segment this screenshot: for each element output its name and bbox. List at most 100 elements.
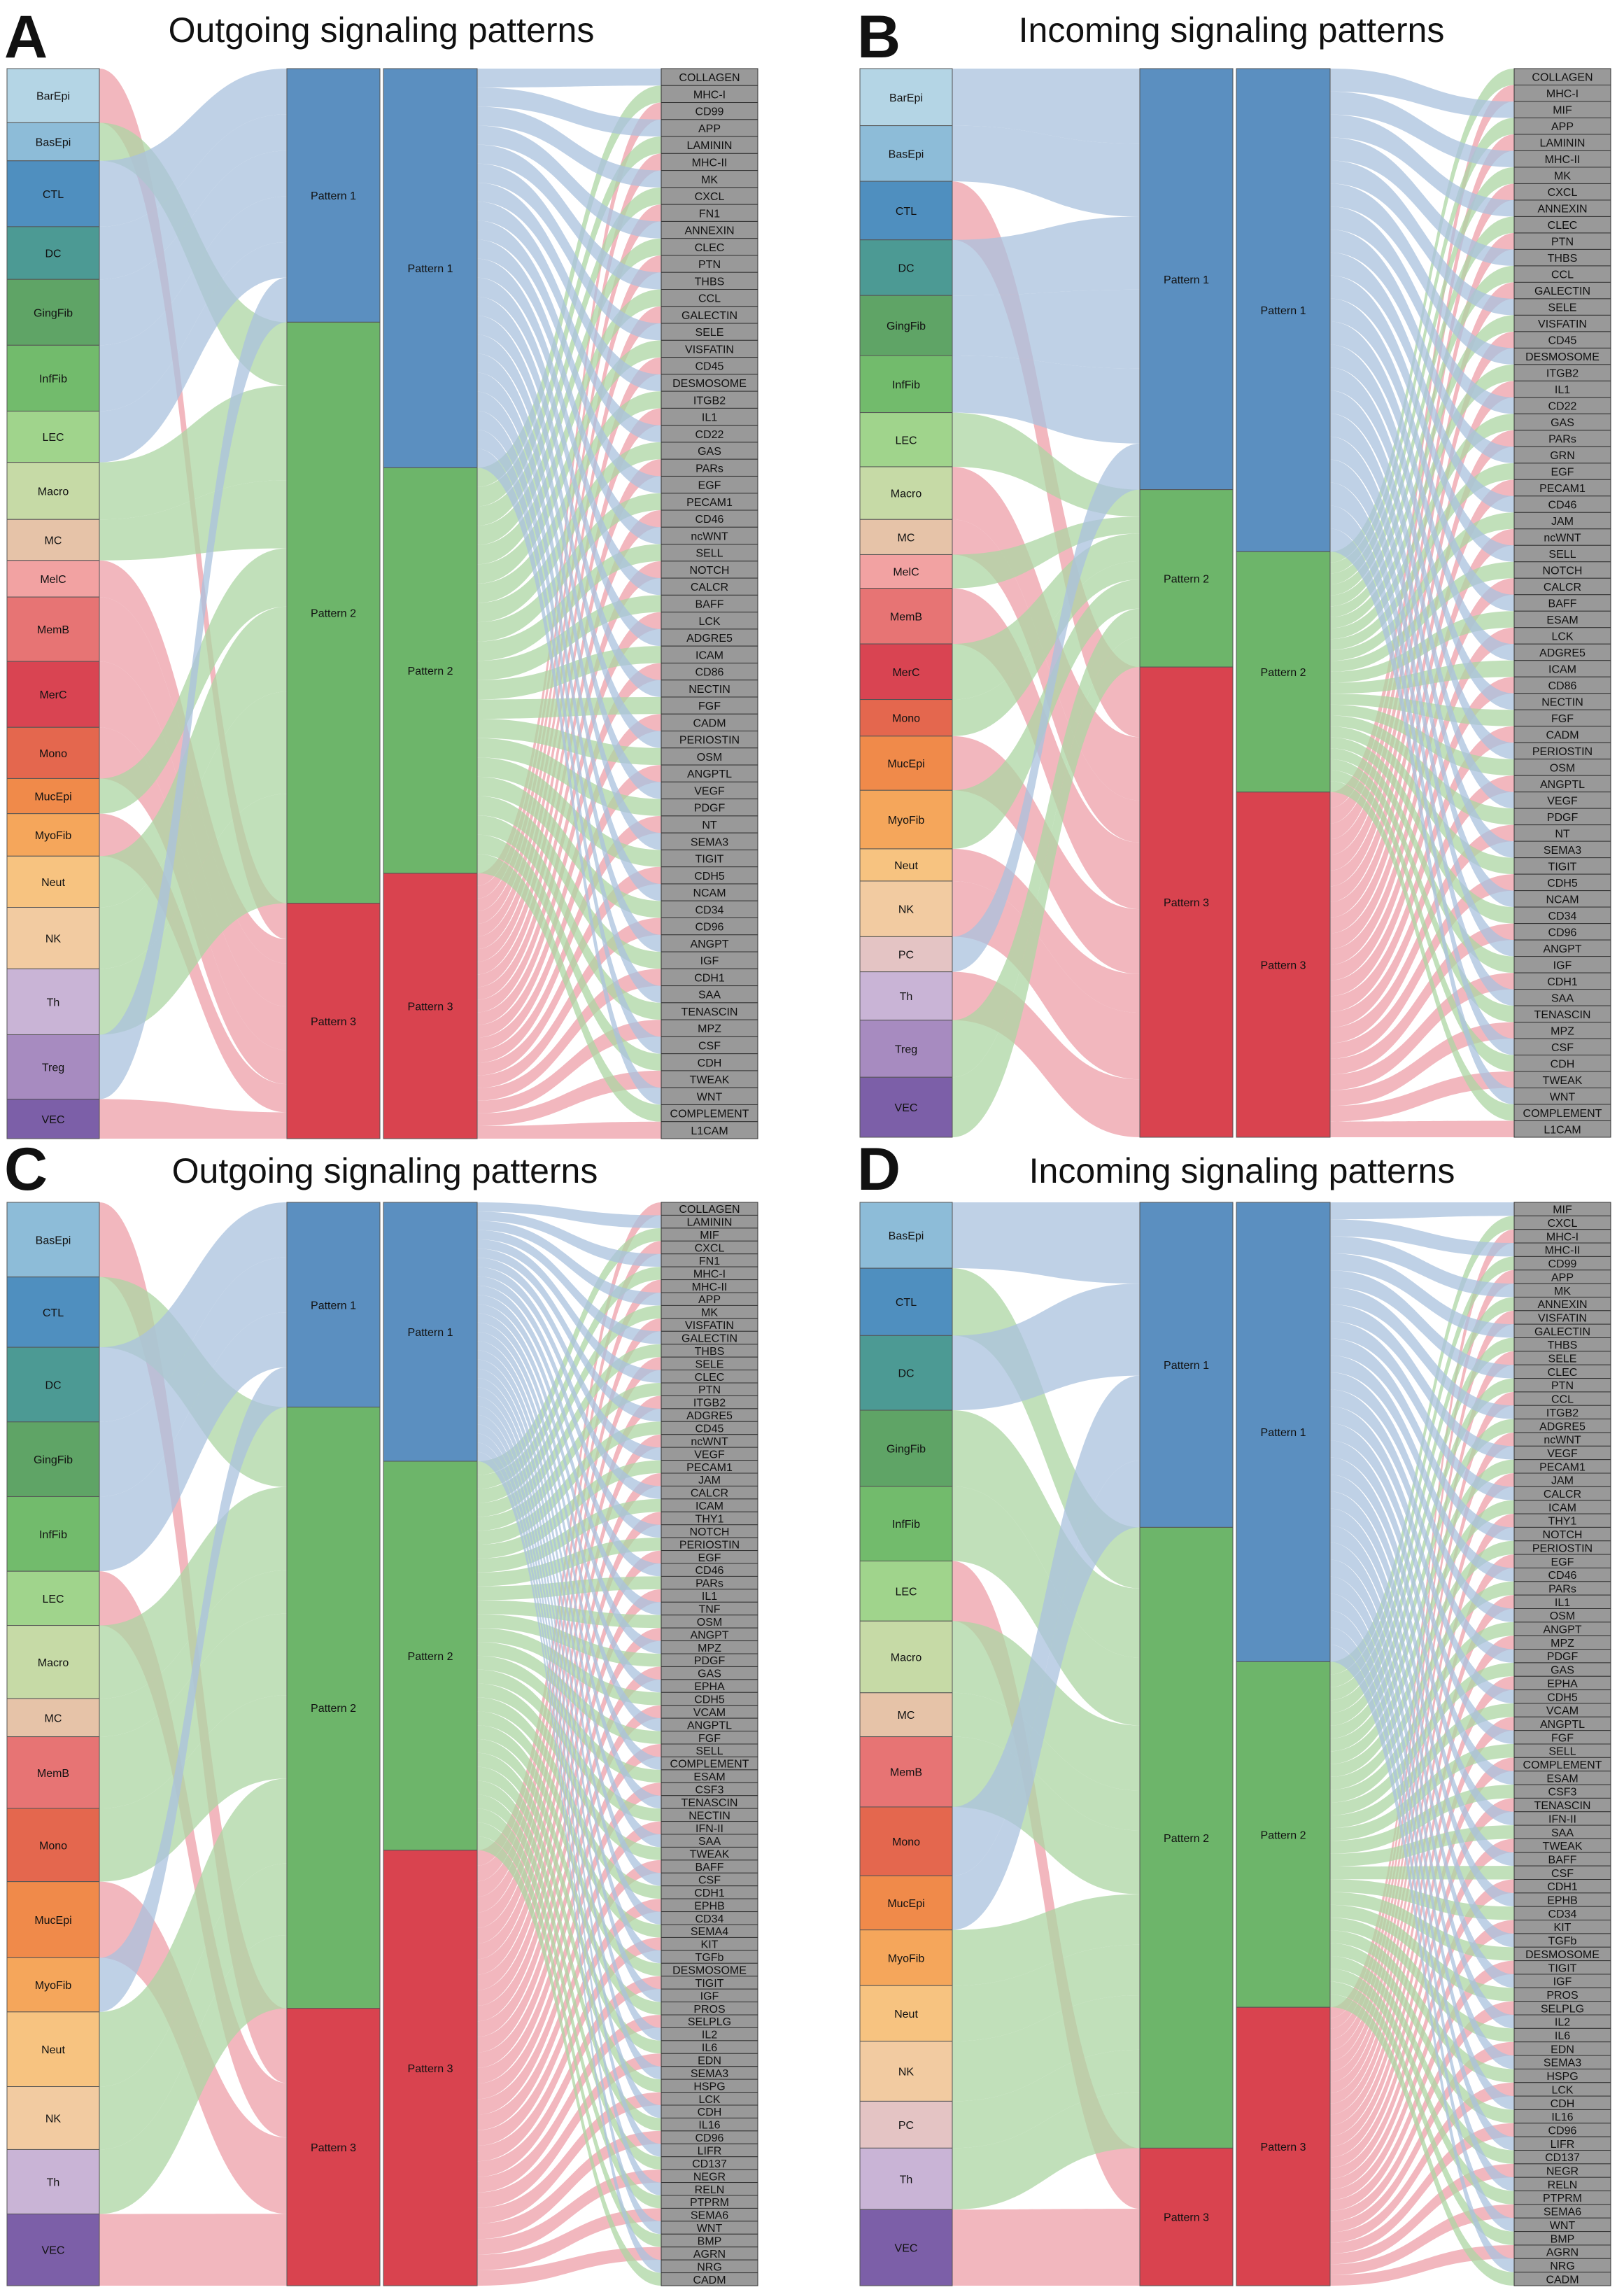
signal-box (661, 577, 758, 596)
signal-flow (1330, 1525, 1514, 1988)
cell-type-node: MC (6, 1698, 100, 1738)
signal-node: IGF (661, 951, 758, 969)
signal-label: ANGPT (690, 938, 728, 950)
signal-label: APP (1551, 1272, 1574, 1284)
signal-flow (1330, 726, 1514, 1012)
signal-flow (1330, 1622, 1514, 1803)
signal-label: CSF (1551, 1868, 1574, 1880)
signal-node: TNF (661, 1601, 758, 1616)
signal-node: BAFF (661, 1859, 758, 1873)
signal-node: CD46 (661, 1563, 758, 1577)
signal-flow (1330, 1559, 1514, 2069)
cell-type-node: LEC (859, 412, 953, 467)
signal-label: THBS (1548, 1340, 1578, 1351)
pattern-node: Pattern 1 (383, 68, 478, 468)
signal-node: LCK (1513, 627, 1611, 645)
signal-flow (477, 1683, 661, 1860)
signal-label: GALECTIN (682, 310, 737, 322)
signal-flow (477, 757, 661, 867)
cell-type-label: BasEpi (36, 1235, 71, 1246)
signal-node: L1CAM (661, 1121, 758, 1139)
cell-type-node: CTL (6, 1277, 100, 1348)
cell-flow (952, 289, 1140, 369)
signal-node: ICAM (661, 1498, 758, 1512)
signal-node: MPZ (1513, 1022, 1611, 1039)
signal-label: BAFF (696, 1862, 724, 1873)
signal-flow (477, 220, 661, 493)
cell-type-label: VEC (895, 2243, 918, 2255)
alluvial-panel-d: Pattern 1 Pattern 1 Pattern 2 Pattern 2 Patt… (859, 1202, 1611, 2286)
signal-flow (477, 125, 661, 239)
flows (952, 1202, 1514, 2286)
signal-box (661, 102, 758, 120)
signal-label: HSPG (1546, 2071, 1578, 2083)
pattern-label: Pattern 2 (408, 1651, 453, 1663)
alluvial-panel-b: Pattern 1 Pattern 1 Pattern 2 Pattern 2 Patt… (859, 68, 1611, 1138)
pattern-node: Pattern 3 (1139, 2147, 1234, 2286)
pattern-box (383, 1850, 478, 2286)
pattern-box (383, 1202, 478, 1462)
cell-type-label: CTL (43, 1307, 64, 1319)
signal-flow (1330, 391, 1514, 809)
cell-type-node: BasEpi (6, 122, 100, 162)
signal-box (1513, 2272, 1611, 2286)
signal-node: CD45 (661, 1421, 758, 1435)
signal-label: MHC-I (1546, 1231, 1579, 1243)
cell-flow (952, 1692, 1140, 1831)
cell-type-box (6, 2213, 100, 2286)
signal-node: ANGPTL (661, 764, 758, 782)
signal-flow (1330, 505, 1514, 1055)
cell-type-node: Mono (6, 1808, 100, 1883)
signal-label: GAS (698, 446, 721, 458)
signal-node: ICAM (1513, 1500, 1611, 1514)
signal-label: CXCL (1548, 187, 1578, 199)
signal-node: CSF3 (1513, 1784, 1611, 1799)
signal-flow (477, 2092, 661, 2224)
signal-label: TENASCIN (1534, 1009, 1591, 1021)
signal-node: IGF (1513, 1974, 1611, 1988)
signal-node: PTN (661, 255, 758, 273)
signal-label: SEMA6 (1544, 2207, 1581, 2219)
cell-type-node: MerC (6, 661, 100, 728)
signal-box (661, 391, 758, 409)
cell-type-label: NK (898, 904, 915, 916)
signal-label: PTN (698, 1384, 721, 1396)
cell-type-box (6, 1698, 100, 1738)
signal-label: ADGRE5 (1539, 1421, 1586, 1433)
signal-label: IL16 (1551, 2111, 1573, 2123)
cell-type-box (6, 1099, 100, 1139)
signal-flow (477, 1211, 661, 1267)
signal-label: NECTIN (689, 684, 730, 696)
cell-type-label: Neut (41, 2044, 65, 2056)
signal-flow (1330, 1389, 1514, 1663)
signal-flow (1330, 1943, 1514, 2123)
signal-label: NOTCH (1543, 565, 1583, 577)
signal-box (661, 220, 758, 239)
cell-type-node: Th (6, 2149, 100, 2214)
signal-node: EGF (1513, 463, 1611, 480)
signal-label: ITGB2 (1546, 368, 1579, 380)
signal-flow (1330, 1440, 1514, 1785)
pattern-node: Pattern 3 (286, 903, 381, 1139)
cell-type-label: Mono (892, 713, 920, 725)
signal-label: FGF (1551, 713, 1574, 725)
signal-node: GAS (661, 442, 758, 460)
signal-label: ANGPT (1543, 943, 1581, 955)
signal-node: FGF (661, 696, 758, 715)
pattern-box (1139, 666, 1234, 1138)
signal-node: GAS (661, 1666, 758, 1680)
cell-type-node: BarEpi (6, 68, 100, 123)
signal-node: WNT (1513, 1088, 1611, 1105)
signal-node: EDN (1513, 2041, 1611, 2056)
signal-flow (477, 1808, 661, 2209)
cell-type-box (6, 1736, 100, 1809)
signal-node: CD46 (1513, 1567, 1611, 1582)
pattern-box (1236, 1661, 1331, 2008)
signal-flow (477, 1221, 661, 1306)
signal-flow (477, 182, 661, 392)
signal-node: PARs (661, 458, 758, 477)
signal-flow (1330, 69, 1514, 118)
panel-letter: C (4, 1136, 48, 1203)
cell-type-node: DC (6, 1347, 100, 1423)
cell-type-label: MC (898, 1710, 915, 1722)
